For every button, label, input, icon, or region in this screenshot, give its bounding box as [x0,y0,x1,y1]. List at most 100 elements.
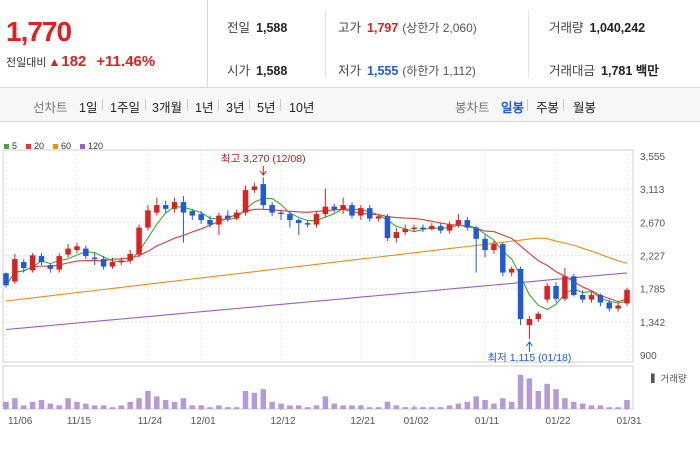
period-10y-tab[interactable]: 10년 [289,101,315,115]
candle-body [526,319,533,326]
amount-label: 거래대금 [549,64,596,78]
volume-bar [12,398,18,409]
candle-body [491,244,497,251]
volume-bar [251,392,258,409]
candle-body [242,190,249,213]
candle-body [304,223,311,225]
candle-body [482,238,488,251]
candle-body [588,295,595,300]
x-tick-label: 12/21 [350,416,375,427]
change-row: 전일대비 ▲ 182 +11.46% [6,53,155,70]
candle-body [251,186,258,191]
divider [325,10,326,78]
annotations: 최고 3,270 (12/08) 최저 1,115 (01/18) [221,153,571,364]
volume-bar [198,405,204,409]
candle-body [420,227,426,230]
high-stat: 고가 1,797 (상한가 2,060) [338,17,477,36]
low-value: 1,555 [367,64,399,78]
candle-body [331,206,337,210]
y-tick-label: 1,785 [640,285,665,296]
candle-body [269,205,275,213]
legend-ma5[interactable]: 5 [4,141,17,151]
candle-body [358,208,364,216]
legend-ma60[interactable]: 60 [53,141,71,151]
candle-body [47,265,54,269]
period-5y-tab[interactable]: 5년 [257,101,276,115]
volume-bar [535,391,542,409]
volume-bar [118,405,125,409]
volume-bar [429,407,435,409]
volume-bar [304,407,311,409]
candle-body [154,205,160,213]
monthly-candle-tab[interactable]: 월봉 [573,101,597,115]
divider [102,99,103,111]
legend-swatch [26,143,32,149]
volume-bar [56,405,62,409]
period-1d-tab[interactable]: 1일 [79,101,98,115]
candle-body [571,276,577,296]
volume-bar [455,403,462,409]
volume-bar [47,403,54,409]
period-1w-tab[interactable]: 1주일 [110,101,140,115]
y-tick-label: 900 [640,351,657,362]
legend-ma120[interactable]: 120 [80,141,103,151]
candle-body [127,253,133,261]
volume-bar [464,401,471,409]
volume-bar [83,403,89,409]
volume-bar [491,403,497,409]
candle-body [3,273,9,286]
volume-bar [127,401,133,409]
period-3m-tab[interactable]: 3개월 [152,101,182,115]
candle-body [100,259,107,267]
legend-swatch [80,143,86,149]
legend-label: 5 [12,141,18,151]
chart-grid [2,149,634,410]
volume-bar [526,378,533,409]
period-3y-tab[interactable]: 3년 [226,101,245,115]
volume-bar [446,405,453,409]
volume-stat: 거래량 1,040,242 [549,17,645,36]
volume-bar [437,407,444,409]
open-value: 1,588 [256,64,288,78]
volume-bar [269,401,275,409]
upper-limit: (상한가 2,060) [402,21,477,35]
candles [3,177,630,339]
candle-body [198,214,204,221]
volume-bar [579,403,586,409]
amount-value: 1,781 백만 [601,64,659,78]
low-label: 저가 [338,64,362,78]
prev-close-value: 1,588 [256,21,288,35]
volume-bar [508,401,515,409]
volume-bar [296,405,302,409]
candle-body [296,220,302,224]
candle-body [180,202,187,213]
candle-body [446,224,453,231]
volume-bar [588,405,595,409]
x-tick-label: 11/06 [8,416,33,427]
volume-bar [624,400,630,409]
daily-candle-tab[interactable]: 일봉 [501,101,525,115]
candle-body [109,262,116,267]
volume-bar [242,391,249,409]
candle-body [145,210,151,228]
volume-bar [562,398,568,409]
axis-labels: 3,555 3,113 2,670 2,227 1,785 1,342 900 11/06 11… [8,152,687,427]
volume-bar [500,398,506,409]
period-1y-tab[interactable]: 1년 [195,101,214,115]
candle-body [207,220,213,225]
candle-body [508,268,515,273]
candle-body [393,232,400,239]
weekly-candle-tab[interactable]: 주봉 [536,101,560,115]
volume-bar [544,383,550,409]
candle-body [437,226,444,231]
volume-bar [322,396,329,409]
price-box: 1,770 전일대비 ▲ 182 +11.46% [0,0,208,88]
volume-bar [553,389,559,409]
x-tick-label: 01/22 [546,416,571,427]
volume-bar [65,398,71,409]
change-percent: +11.46% [96,53,156,70]
volume-bar [287,405,293,409]
candle-body [74,246,80,251]
legend-ma20[interactable]: 20 [26,141,44,151]
